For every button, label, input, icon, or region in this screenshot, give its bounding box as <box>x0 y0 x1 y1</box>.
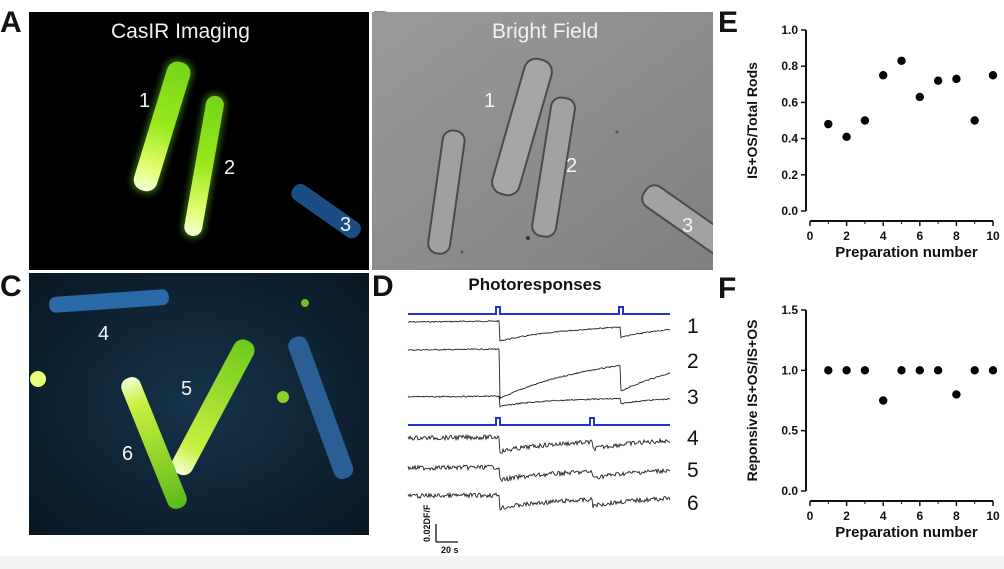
casir-image-c: 4 5 6 <box>29 273 369 535</box>
y-tick-label: 0.0 <box>781 484 798 498</box>
trace-label-6: 6 <box>687 492 699 515</box>
trace-label-2: 2 <box>687 350 699 373</box>
data-point <box>933 76 943 85</box>
y-tick-label: 0.5 <box>781 424 798 438</box>
photoresponses-title: Photoresponses <box>468 275 601 294</box>
x-tick-label: 8 <box>953 229 960 243</box>
cell-label-3-bf: 3 <box>682 215 694 237</box>
data-point <box>915 92 924 102</box>
panel-letter-d: D <box>372 270 394 303</box>
scale-bar-y-label: 0.02DF/F <box>422 504 432 542</box>
y-tick-label: 0.8 <box>781 59 798 73</box>
data-point <box>824 366 833 375</box>
cell-label-2: 2 <box>224 157 236 179</box>
data-point <box>970 116 979 125</box>
data-point <box>860 366 870 375</box>
x-tick-label: 2 <box>843 229 850 243</box>
cell-label-6: 6 <box>122 443 134 465</box>
trace-label-3: 3 <box>687 386 699 409</box>
x-tick-label: 4 <box>880 509 887 523</box>
photoresponse-trace <box>407 395 671 408</box>
trace-label-5: 5 <box>687 459 699 482</box>
bright-field-rods <box>372 12 713 270</box>
photoresponse-trace <box>407 319 671 342</box>
stimulus-trace <box>408 306 670 315</box>
panel-letter-f: F <box>718 272 737 305</box>
y-axis-label: IS+OS/Total Rods <box>744 62 760 179</box>
cell-label-5: 5 <box>181 378 193 400</box>
x-tick-label: 6 <box>916 509 923 523</box>
photoresponse-trace <box>407 464 671 483</box>
x-tick-label: 2 <box>843 509 850 523</box>
casir-imaging-title: CasIR Imaging <box>111 20 250 43</box>
x-tick-label: 8 <box>953 509 960 523</box>
photoresponse-trace <box>407 348 671 401</box>
bright-field-title: Bright Field <box>492 20 599 43</box>
data-point <box>988 71 998 80</box>
bright-field-image-b: Bright Field 1 2 3 <box>372 12 713 270</box>
stimulus-trace <box>408 417 670 426</box>
data-point <box>970 366 979 375</box>
cell-label-4: 4 <box>98 323 110 345</box>
y-tick-label: 0.2 <box>781 168 798 182</box>
cell-label-3: 3 <box>340 214 352 236</box>
scale-bar-x-label: 20 s <box>441 545 459 555</box>
photoresponses-panel: Photoresponses 1 2 3 4 5 6 0.02DF/F 20 s <box>407 275 699 555</box>
y-tick-label: 1.0 <box>781 23 798 37</box>
x-tick-label: 4 <box>880 229 887 243</box>
trace-label-1: 1 <box>687 315 699 338</box>
trace-label-4: 4 <box>687 427 699 450</box>
casir-rods-a <box>130 58 361 240</box>
cell-label-1-bf: 1 <box>484 90 496 112</box>
data-point <box>824 119 833 129</box>
data-point <box>952 74 961 84</box>
y-tick-label: 0.4 <box>781 132 798 146</box>
x-tick-label: 0 <box>807 229 814 243</box>
x-tick-label: 6 <box>916 229 923 243</box>
bottom-strip <box>0 556 1004 569</box>
data-point <box>897 56 906 65</box>
data-point <box>915 366 924 375</box>
data-point <box>879 396 888 405</box>
x-tick-label: 10 <box>986 229 1000 243</box>
data-point <box>879 71 888 80</box>
scatter-chart-f: 0.0 0.5 1.0 1.5 0 2 4 6 8 10 Preparation number Rep… <box>744 303 1000 541</box>
trace-group <box>407 306 671 511</box>
casir-rods-c <box>29 273 369 535</box>
data-point <box>988 366 998 375</box>
cell-label-1: 1 <box>139 90 151 112</box>
photoresponse-trace <box>407 433 671 454</box>
photoresponse-trace <box>407 491 671 511</box>
data-point <box>933 366 943 375</box>
data-point <box>952 390 961 399</box>
x-tick-label: 0 <box>807 509 814 523</box>
data-point <box>860 116 870 125</box>
panel-letter-a: A <box>0 6 22 39</box>
x-tick-label: 10 <box>986 509 1000 523</box>
cell-label-2-bf: 2 <box>566 155 578 177</box>
data-point <box>842 366 851 375</box>
data-point <box>842 132 851 141</box>
scatter-chart-e: 0.0 0.2 0.4 0.6 0.8 1.0 0 2 4 6 8 10 Preparation num… <box>744 23 1000 261</box>
x-axis-label: Preparation number <box>835 244 978 261</box>
y-tick-label: 1.5 <box>781 303 798 317</box>
panel-letter-c: C <box>0 270 22 303</box>
casir-image-a: CasIR Imaging 1 2 3 <box>29 12 369 270</box>
y-axis-label: Reponsive IS+OS/IS+OS <box>744 320 760 482</box>
panel-letter-e: E <box>718 6 739 39</box>
y-tick-label: 0.0 <box>781 204 798 218</box>
data-point <box>897 366 906 375</box>
y-tick-label: 0.6 <box>781 95 798 109</box>
x-axis-label: Preparation number <box>835 524 978 541</box>
y-tick-label: 1.0 <box>781 363 798 377</box>
